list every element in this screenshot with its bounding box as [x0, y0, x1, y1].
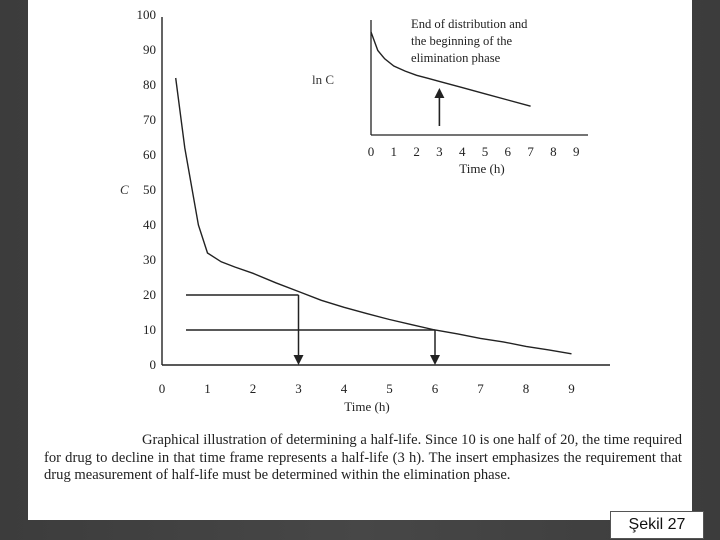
up-arrow-head — [434, 88, 445, 98]
main-y-tick-label: 50 — [143, 182, 156, 197]
main-y-tick-label: 80 — [143, 77, 156, 92]
main-y-tick-label: 70 — [143, 112, 156, 127]
main-x-tick-label: 1 — [204, 381, 211, 396]
inset-x-tick-label: 7 — [527, 144, 534, 159]
inset-x-tick-label: 2 — [413, 144, 420, 159]
main-y-tick-label: 40 — [143, 217, 156, 232]
inset-x-tick-label: 1 — [391, 144, 398, 159]
main-x-axis-label: Time (h) — [344, 399, 389, 414]
inset-annotation-line: elimination phase — [411, 51, 501, 65]
inset-x-tick-label: 9 — [573, 144, 580, 159]
inset-annotation-line: the beginning of the — [411, 34, 512, 48]
inset-x-tick-label: 4 — [459, 144, 466, 159]
main-x-tick-label: 7 — [477, 381, 484, 396]
inset-y-axis-label: ln C — [312, 72, 334, 87]
slide-figure-label: Şekil 27 — [610, 511, 704, 539]
main-y-axis-label: C — [120, 182, 129, 197]
inset-x-tick-label: 3 — [436, 144, 443, 159]
main-x-tick-label: 9 — [568, 381, 575, 396]
down-arrow-head — [430, 355, 440, 365]
main-y-tick-label: 30 — [143, 252, 156, 267]
main-y-tick-label: 0 — [150, 357, 157, 372]
main-y-tick-label: 20 — [143, 287, 156, 302]
inset-x-tick-label: 8 — [550, 144, 557, 159]
main-x-tick-label: 5 — [386, 381, 393, 396]
main-x-tick-label: 8 — [523, 381, 530, 396]
main-x-tick-label: 3 — [295, 381, 302, 396]
inset-x-axis-label: Time (h) — [459, 161, 504, 176]
figure-page — [28, 0, 692, 520]
main-x-tick-label: 4 — [341, 381, 348, 396]
inset-x-tick-label: 5 — [482, 144, 489, 159]
main-y-tick-label: 10 — [143, 322, 156, 337]
inset-series-line — [370, 31, 531, 107]
inset-x-tick-label: 0 — [368, 144, 375, 159]
main-series-line — [175, 77, 572, 355]
main-x-tick-label: 0 — [159, 381, 166, 396]
inset-annotation-line: End of distribution and — [411, 17, 528, 31]
main-x-tick-label: 6 — [432, 381, 439, 396]
main-y-tick-label: 60 — [143, 147, 156, 162]
main-y-tick-label: 90 — [143, 42, 156, 57]
inset-x-tick-label: 6 — [505, 144, 512, 159]
main-x-tick-label: 2 — [250, 381, 257, 396]
main-y-tick-label: 100 — [137, 7, 157, 22]
figure-caption: Graphical illustration of determining a … — [44, 432, 682, 484]
down-arrow-head — [293, 355, 304, 365]
